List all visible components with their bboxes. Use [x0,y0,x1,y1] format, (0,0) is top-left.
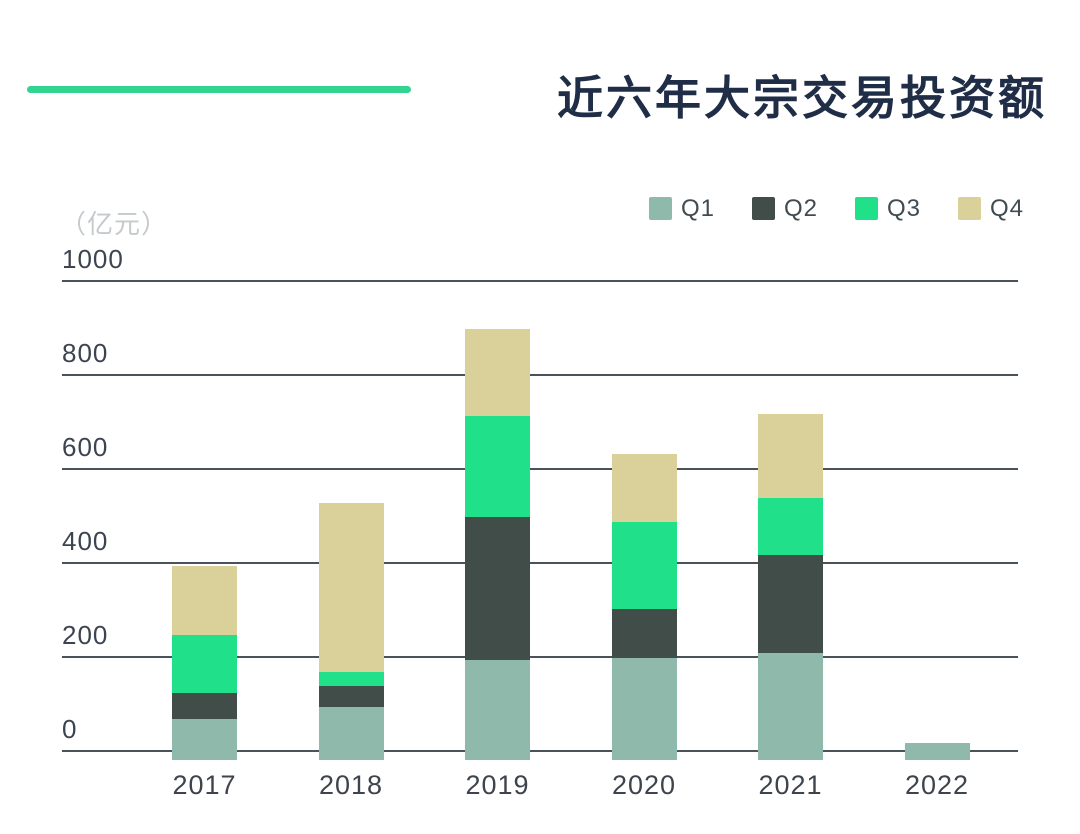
x-axis-label-2017: 2017 [172,770,237,800]
bar-2018-segment-q3 [318,672,384,687]
bar-2017-segment-q1 [172,719,237,760]
chart-legend: Q1 Q2 Q3 Q4 [649,194,1061,222]
bar-2021-segment-q3 [758,498,823,555]
bar-2017-segment-q4 [172,566,237,635]
page-title: 近六年大宗交易投资额 [557,72,1047,124]
bar-2017-segment-q3 [172,634,237,694]
gridline-200 [62,656,1018,658]
x-axis-label-2021: 2021 [758,770,823,800]
legend-item-q2: Q2 [752,194,855,222]
bar-2018-segment-q1 [318,707,384,760]
bar-2022-segment-q1 [904,742,970,760]
x-axis-label-2019: 2019 [465,770,530,800]
x-axis-label-2020: 2020 [611,770,677,800]
bar-2019-segment-q1 [465,660,530,760]
gridline-400 [62,562,1018,564]
bar-2021 [758,413,823,760]
gridline-0 [62,750,1018,752]
bar-2018-segment-q2 [318,686,384,708]
legend-label-q4: Q4 [990,194,1025,222]
bar-2018 [318,502,384,760]
bar-2020-segment-q1 [611,658,677,760]
bar-2018-segment-q4 [318,502,384,673]
bar-2020 [611,453,677,760]
bar-2020-segment-q2 [611,608,677,658]
legend-swatch-q4 [958,197,981,220]
bar-2020-segment-q4 [611,453,677,522]
gridline-1000 [62,280,1018,282]
y-tick-label-800: 800 [62,338,109,368]
bar-2019 [465,329,530,760]
y-tick-label-200: 200 [62,620,109,650]
legend-label-q3: Q3 [887,194,922,222]
bar-2017-segment-q2 [172,693,237,720]
bar-2019-segment-q3 [465,415,530,518]
title-accent-line [27,86,411,93]
bar-2019-segment-q4 [465,329,530,416]
x-axis-label-2018: 2018 [318,770,384,800]
gridline-600 [62,468,1018,470]
y-tick-label-0: 0 [62,714,78,744]
x-axis-label-2022: 2022 [904,770,970,800]
legend-swatch-q3 [855,197,878,220]
legend-item-q1: Q1 [649,194,752,222]
legend-label-q1: Q1 [681,194,716,222]
legend-swatch-q2 [752,197,775,220]
legend-item-q3: Q3 [855,194,958,222]
y-tick-label-600: 600 [62,432,109,462]
legend-item-q4: Q4 [958,194,1061,222]
chart-plot-area: 0 200 400 600 800 1000 2017 2018 2019 2020 2021 202… [62,244,1018,800]
bar-2021-segment-q1 [758,653,823,760]
y-tick-label-1000: 1000 [62,244,124,274]
bar-2021-segment-q2 [758,554,823,654]
y-tick-label-400: 400 [62,526,109,556]
bar-2020-segment-q3 [611,521,677,609]
gridline-800 [62,374,1018,376]
bar-2017 [172,566,237,760]
bar-2019-segment-q2 [465,517,530,661]
y-axis-unit-label: （亿元） [60,209,169,239]
legend-swatch-q1 [649,197,672,220]
bar-2021-segment-q4 [758,413,823,499]
legend-label-q2: Q2 [784,194,819,222]
bar-2022 [904,742,970,760]
